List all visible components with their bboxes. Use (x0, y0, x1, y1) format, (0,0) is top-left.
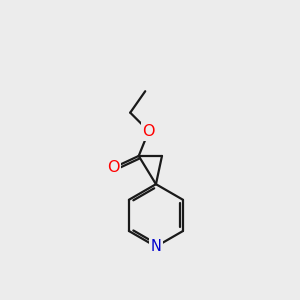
Text: N: N (151, 239, 161, 254)
Text: O: O (142, 124, 155, 139)
Text: O: O (107, 160, 119, 175)
